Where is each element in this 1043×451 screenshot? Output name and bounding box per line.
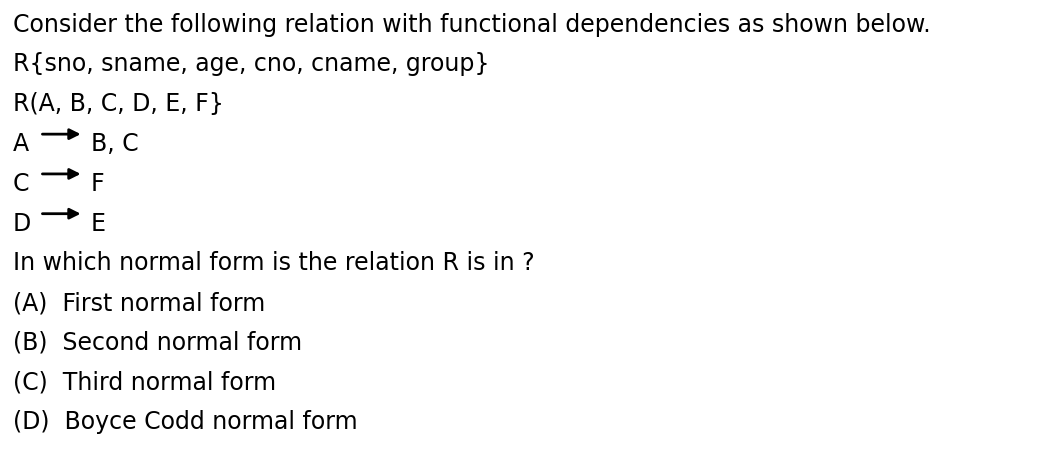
Text: Consider the following relation with functional dependencies as shown below.: Consider the following relation with fun… — [13, 13, 930, 37]
Text: E: E — [91, 211, 105, 235]
Text: C: C — [13, 171, 29, 195]
Text: In which normal form is the relation R is in ?: In which normal form is the relation R i… — [13, 251, 534, 275]
Text: (D)  Boyce Codd normal form: (D) Boyce Codd normal form — [13, 410, 357, 433]
Text: R(A, B, C, D, E, F}: R(A, B, C, D, E, F} — [13, 92, 223, 116]
Text: A: A — [13, 132, 28, 156]
Text: (C)  Third normal form: (C) Third normal form — [13, 370, 275, 394]
Text: (B)  Second normal form: (B) Second normal form — [13, 330, 301, 354]
Text: B, C: B, C — [91, 132, 139, 156]
Text: D: D — [13, 211, 30, 235]
Text: F: F — [91, 171, 104, 195]
Text: (A)  First normal form: (A) First normal form — [13, 290, 265, 314]
Text: R{sno, sname, age, cno, cname, group}: R{sno, sname, age, cno, cname, group} — [13, 52, 489, 76]
